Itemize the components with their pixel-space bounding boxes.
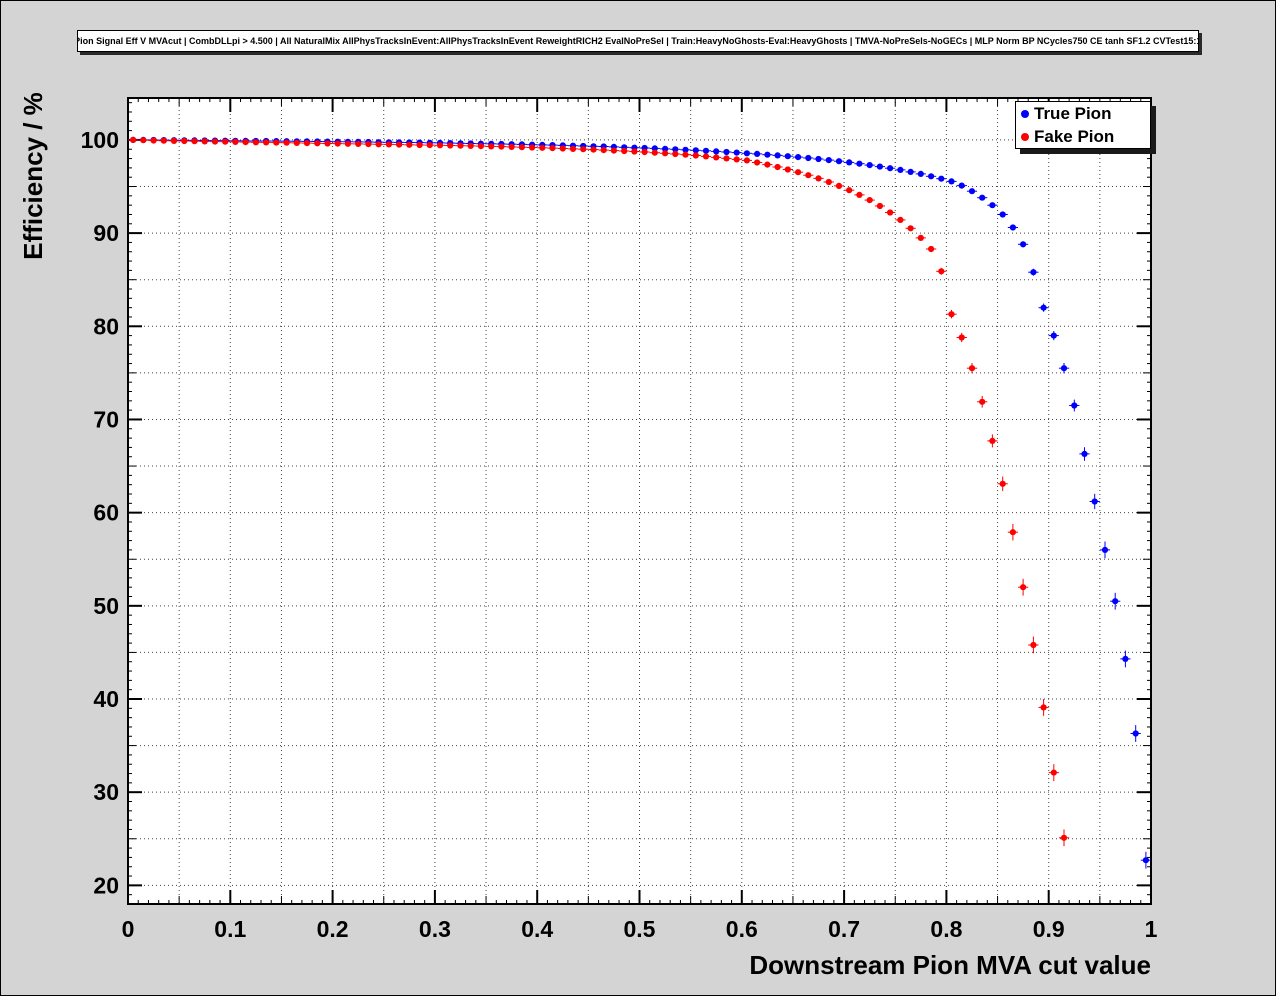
legend-entry-label: True Pion — [1034, 103, 1112, 123]
svg-text:0.6: 0.6 — [726, 916, 758, 942]
legend-entry-fake-pion: Fake Pion — [1016, 125, 1150, 148]
svg-text:1: 1 — [1145, 916, 1158, 942]
legend-entry-label: Fake Pion — [1034, 126, 1115, 146]
svg-text:0.8: 0.8 — [930, 916, 962, 942]
axis-tick-labels: 0 0.1 0.2 0.3 0.4 0.5 0.6 0.7 0.8 0.9 1 20 30 40 50 60 7… — [81, 127, 1158, 942]
svg-text:0: 0 — [122, 916, 135, 942]
true-pion-marker-icon — [1021, 109, 1029, 118]
svg-text:0.9: 0.9 — [1033, 916, 1065, 942]
legend: True Pion Fake Pion — [1015, 101, 1151, 149]
svg-text:0.3: 0.3 — [419, 916, 451, 942]
legend-entry-true-pion: True Pion — [1016, 102, 1150, 125]
svg-text:0.7: 0.7 — [828, 916, 860, 942]
plot-title: Downstream Pion Signal Eff V MVAcut | Co… — [77, 30, 1199, 52]
plot-title-text: Downstream Pion Signal Eff V MVAcut | Co… — [77, 36, 1199, 46]
y-axis-title: Efficiency / % — [18, 92, 48, 260]
axis-titles: Efficiency / % Downstream Pion MVA cut va… — [18, 92, 1151, 980]
svg-text:20: 20 — [93, 872, 119, 898]
svg-text:60: 60 — [93, 500, 119, 526]
svg-text:0.4: 0.4 — [521, 916, 553, 942]
svg-text:100: 100 — [81, 127, 119, 153]
fake-pion-marker-icon — [1021, 132, 1029, 141]
svg-text:70: 70 — [93, 406, 119, 432]
grid-lines — [128, 98, 1151, 904]
svg-text:0.1: 0.1 — [214, 916, 246, 942]
svg-text:90: 90 — [93, 220, 119, 246]
svg-text:40: 40 — [93, 686, 119, 712]
svg-text:80: 80 — [93, 313, 119, 339]
svg-text:0.5: 0.5 — [624, 916, 656, 942]
series-fake-pion — [128, 136, 1070, 847]
svg-text:50: 50 — [93, 593, 119, 619]
svg-text:0.2: 0.2 — [317, 916, 349, 942]
x-axis-title: Downstream Pion MVA cut value — [749, 950, 1151, 980]
svg-text:30: 30 — [93, 779, 119, 805]
